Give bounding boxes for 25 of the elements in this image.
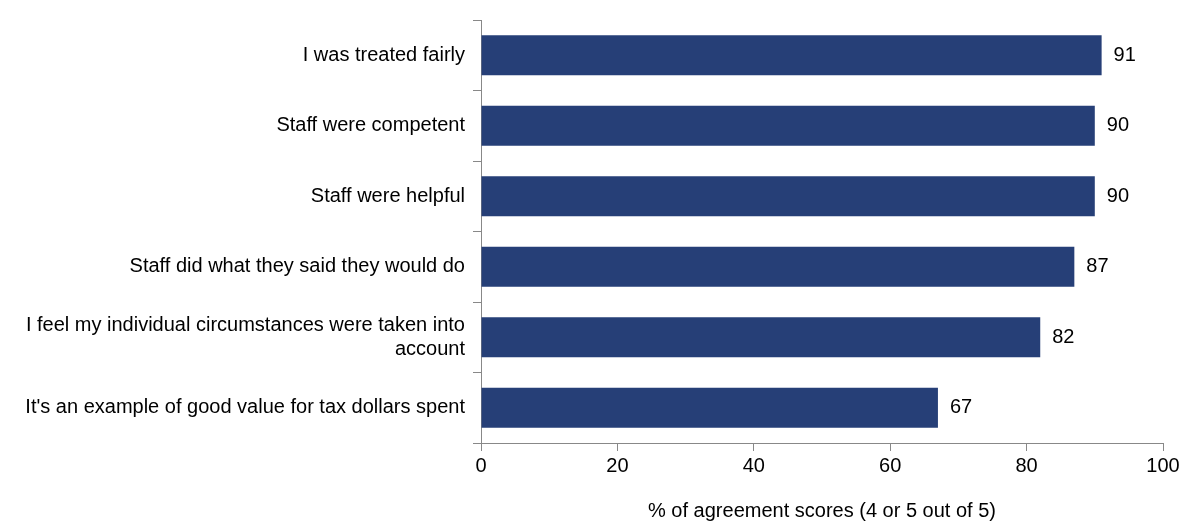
- x-axis-title: % of agreement scores (4 or 5 out of 5): [648, 498, 996, 521]
- x-tick-label: 20: [606, 453, 629, 476]
- y-tick-label: I feel my individual circumstances were taken into account: [25, 312, 466, 359]
- bar: [481, 387, 938, 428]
- data-label: 90: [1106, 183, 1130, 206]
- y-tick-label: Staff did what they said they would do: [129, 254, 465, 277]
- y-tick-label: I was treated fairly: [302, 42, 465, 65]
- data-label: 67: [949, 395, 973, 418]
- y-tick-label: Staff were competent: [276, 113, 466, 136]
- data-label: 87: [1086, 254, 1109, 277]
- data-label: 91: [1113, 42, 1136, 65]
- y-tick-label: Staff were helpful: [310, 183, 465, 206]
- x-tick-label: 40: [742, 453, 765, 476]
- bar: [481, 35, 1102, 76]
- y-tick-label: It's an example of good value for tax dollars spent: [25, 395, 466, 418]
- x-tick-label: 60: [879, 453, 902, 476]
- data-label: 82: [1052, 324, 1075, 347]
- x-tick-label: 80: [1015, 453, 1038, 476]
- x-tick-label: 100: [1146, 453, 1180, 476]
- bar: [481, 246, 1075, 287]
- data-label: 90: [1106, 113, 1130, 136]
- x-tick-label: 0: [475, 453, 487, 476]
- bar: [481, 176, 1095, 217]
- bar: [481, 317, 1041, 358]
- bar: [481, 105, 1095, 146]
